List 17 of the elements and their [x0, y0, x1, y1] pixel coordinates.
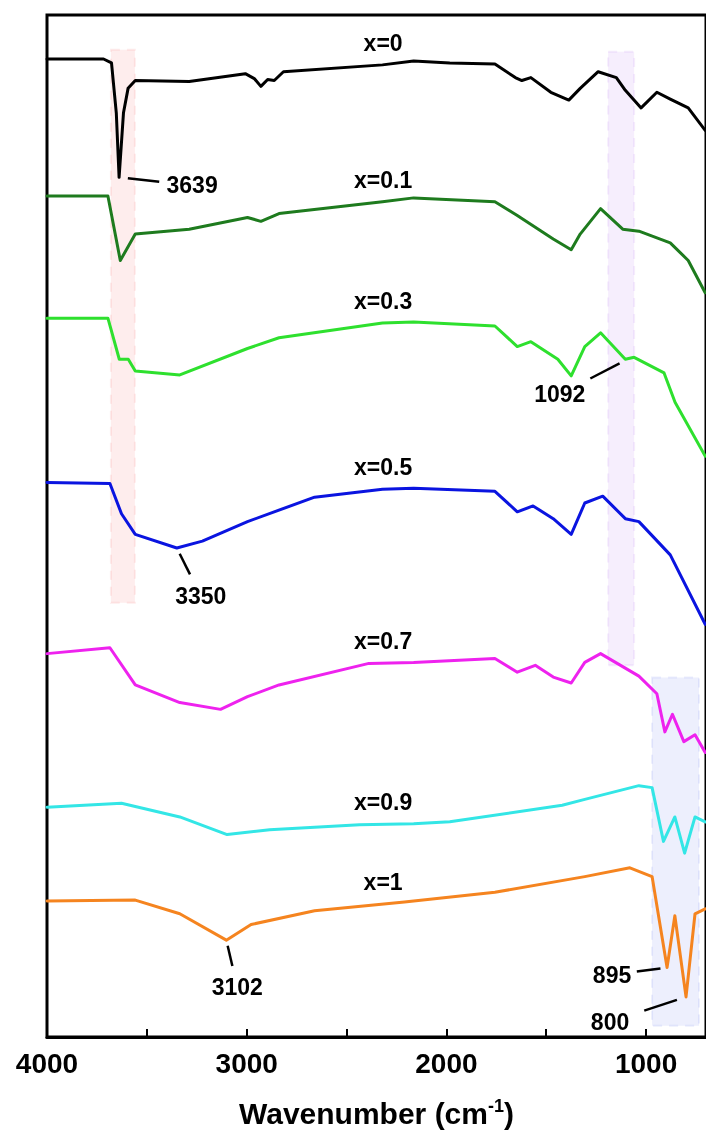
series-label: x=0.5 [353, 454, 413, 481]
series-label: x=0.1 [353, 166, 413, 193]
annotation: 895 [592, 961, 632, 988]
series-label: x=0.9 [353, 789, 413, 816]
series-label: x=1 [363, 869, 403, 896]
annotation: 3639 [166, 172, 218, 199]
annotation: 1092 [534, 381, 586, 408]
x-tick-label: 2000 [415, 1047, 478, 1079]
x-tick-label: 3000 [215, 1047, 278, 1079]
series-label: x=0 [363, 29, 403, 56]
annotation: 3102 [211, 974, 263, 1001]
annotation: 800 [590, 1008, 630, 1035]
x-tick-label: 1000 [614, 1047, 678, 1079]
x-tick-label: 4000 [15, 1047, 79, 1079]
annotation: 3350 [175, 583, 227, 609]
series-label: x=0.7 [353, 628, 413, 655]
series-label: x=0.3 [353, 288, 413, 315]
